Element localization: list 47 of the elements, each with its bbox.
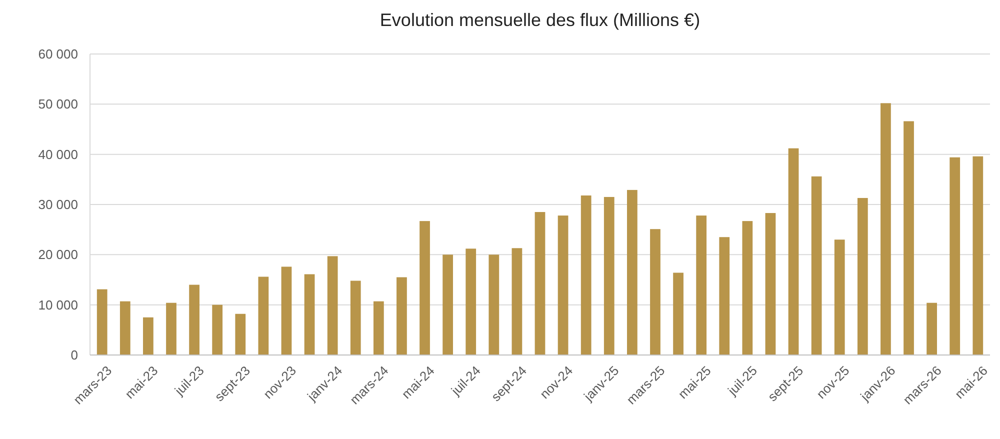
bar: [650, 229, 660, 355]
bar: [281, 266, 292, 355]
bar: [488, 254, 500, 355]
bar: [627, 190, 638, 355]
bar: [696, 216, 707, 355]
bar: [235, 314, 246, 355]
bar: [719, 237, 730, 355]
bar: [304, 274, 315, 355]
chart-title: Evolution mensuelle des flux (Millions €): [380, 10, 700, 30]
bar: [742, 221, 753, 355]
bar: [904, 121, 914, 355]
bar: [327, 256, 338, 355]
bar: [396, 277, 407, 355]
bar: [143, 317, 154, 355]
y-tick-label: 50 000: [38, 96, 78, 112]
bar: [558, 216, 568, 355]
bar: [534, 212, 546, 355]
bar: [604, 196, 614, 355]
bar: [673, 272, 684, 355]
bar: [580, 195, 592, 355]
bar: [212, 304, 223, 355]
y-tick-label: 40 000: [38, 146, 78, 162]
bar: [834, 240, 845, 355]
bar: [880, 103, 891, 355]
y-tick-label: 10 000: [38, 297, 78, 312]
bar: [765, 213, 776, 355]
bar: [926, 302, 937, 355]
bar: [120, 301, 130, 355]
bar: [350, 280, 361, 355]
bar: [166, 302, 176, 355]
bar: [857, 198, 868, 355]
bar: [96, 289, 108, 355]
bar: [189, 284, 200, 355]
y-tick-label: 30 000: [38, 197, 78, 212]
bar: [811, 176, 822, 355]
bar: [373, 301, 384, 355]
bar: [972, 156, 984, 355]
bar: [466, 248, 476, 355]
y-tick-label: 20 000: [38, 247, 78, 262]
bar: [442, 254, 453, 355]
y-tick-label: 0: [70, 348, 78, 363]
bar: [788, 148, 799, 355]
y-tick-label: 60 000: [38, 46, 78, 62]
bar: [512, 248, 522, 355]
bar: [258, 276, 269, 355]
bar: [420, 221, 430, 355]
bar: [950, 157, 960, 355]
